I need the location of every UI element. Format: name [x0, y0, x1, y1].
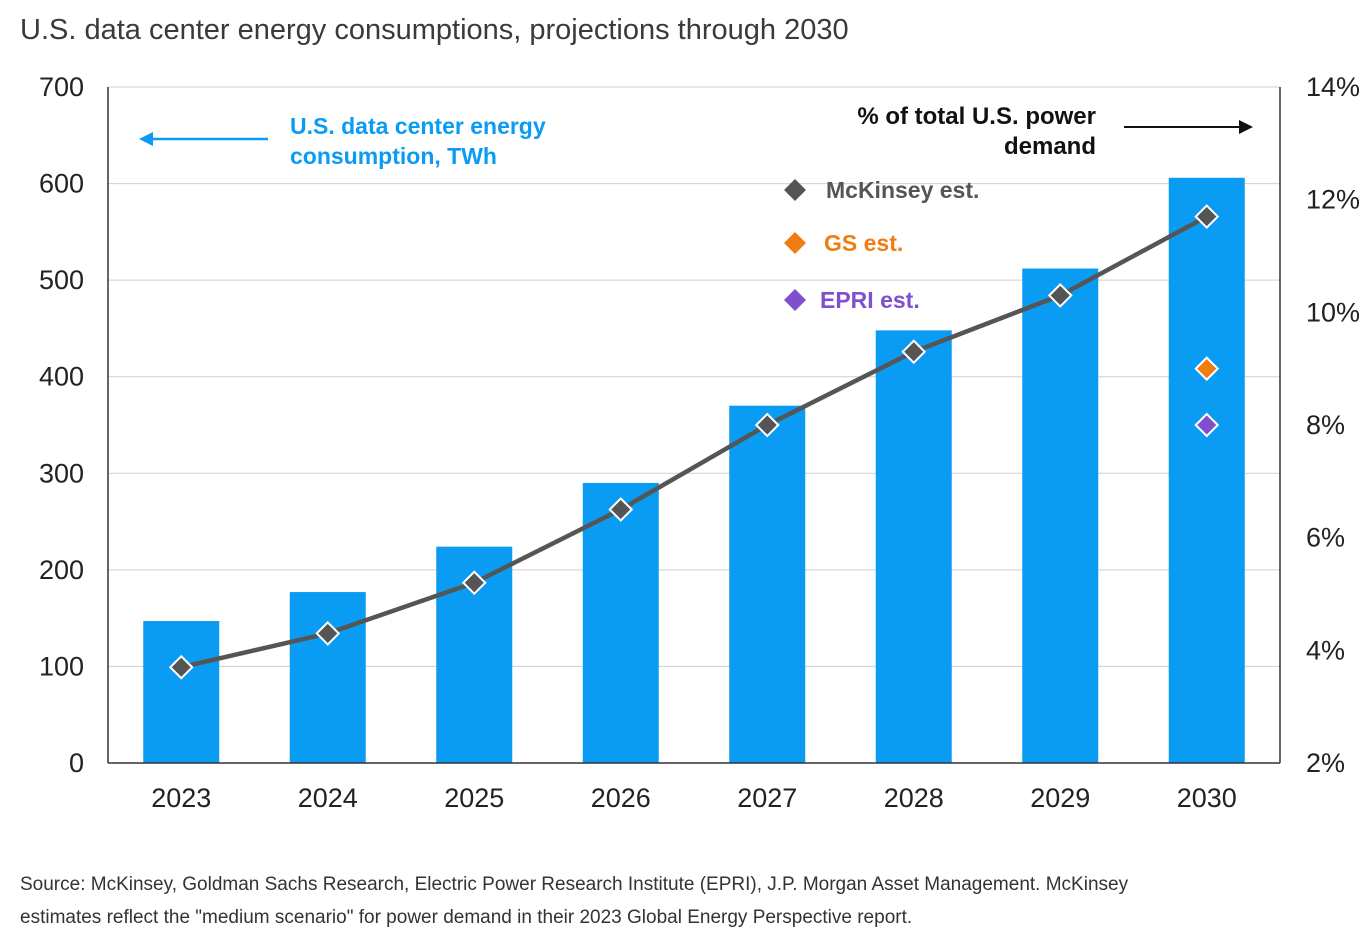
y-left-tick-label: 0 [69, 748, 84, 778]
axis-layer [107, 87, 1281, 764]
bar-2027 [729, 405, 806, 763]
marker-layer [168, 204, 1220, 680]
grid-layer [108, 86, 1280, 667]
legend-label: McKinsey est. [826, 177, 979, 203]
y-right-tick-label: 10% [1306, 297, 1360, 327]
source-line-1: Source: McKinsey, Goldman Sachs Research… [20, 874, 1129, 895]
annotation-layer: McKinsey est. GS est. EPRI est. U.S. data c… [139, 103, 1253, 313]
mckinsey-marker-2026 [608, 497, 634, 522]
y-left-tick-label: 700 [39, 72, 84, 102]
epri-est-marker [1194, 412, 1220, 438]
bar-2030 [1168, 177, 1245, 763]
y-right-tick-label: 8% [1306, 410, 1345, 440]
bar-2024 [289, 592, 366, 763]
mckinsey-marker-2027 [754, 412, 780, 438]
label-layer: 0 100 200 300 400 500 600 700 2% 4% 6% 8% 10% 12% 14% 2… [39, 72, 1360, 813]
y-right-tick-label: 14% [1306, 72, 1360, 102]
y-left-tick-label: 100 [39, 651, 84, 681]
mckinsey-marker-2023 [168, 654, 194, 680]
left-axis-annotation-line-1: U.S. data center energy [290, 113, 546, 139]
bar-2028 [875, 330, 952, 763]
y-left-tick-label: 500 [39, 265, 84, 295]
gs-est-marker [1194, 356, 1220, 382]
x-tick-label: 2030 [1177, 783, 1237, 813]
line-layer [180, 214, 1208, 670]
y-left-tick-label: 300 [39, 458, 84, 488]
mckinsey-line [180, 214, 1208, 670]
right-axis-annotation-line-2: demand [1004, 133, 1096, 160]
x-tick-label: 2028 [884, 783, 944, 813]
legend-diamond-icon [784, 232, 806, 254]
source-line-2: estimates reflect the "medium scenario" … [20, 907, 913, 928]
x-tick-label: 2023 [151, 783, 211, 813]
chart-title: U.S. data center energy consumptions, pr… [20, 14, 849, 46]
legend-diamond-icon [784, 289, 806, 311]
source-note: Source: McKinsey, Goldman Sachs Research… [20, 868, 1350, 934]
x-tick-label: 2029 [1030, 783, 1090, 813]
legend-label: EPRI est. [820, 287, 920, 313]
mckinsey-marker-2024 [315, 621, 341, 646]
chart-canvas: 0 100 200 300 400 500 600 700 2% 4% 6% 8% 10% 12% 14% 2… [39, 72, 1360, 813]
y-right-tick-label: 12% [1306, 185, 1360, 215]
legend-label: GS est. [824, 230, 903, 256]
left-axis-annotation-line-2: consumption, TWh [290, 143, 497, 169]
mckinsey-marker-2028 [901, 339, 927, 365]
bar-2023 [143, 621, 220, 763]
bar-layer [143, 177, 1245, 763]
bar-2029 [1022, 268, 1099, 763]
y-right-tick-label: 2% [1306, 748, 1345, 778]
y-left-tick-label: 200 [39, 555, 84, 585]
y-right-tick-label: 4% [1306, 635, 1345, 665]
x-tick-label: 2026 [591, 783, 651, 813]
x-tick-label: 2024 [298, 783, 358, 813]
mckinsey-marker-2029 [1047, 283, 1073, 308]
left-arrow-icon [139, 132, 153, 146]
mckinsey-marker-2025 [461, 570, 487, 596]
right-axis-annotation-line-1: % of total U.S. power [857, 103, 1096, 130]
legend-diamond-icon [784, 179, 806, 201]
bar-2026 [582, 482, 659, 763]
y-left-tick-label: 600 [39, 169, 84, 199]
right-arrow-icon [1239, 120, 1253, 134]
mckinsey-marker-2030 [1194, 204, 1220, 229]
y-left-tick-label: 400 [39, 362, 84, 392]
x-tick-label: 2025 [444, 783, 504, 813]
x-tick-label: 2027 [737, 783, 797, 813]
y-right-tick-label: 6% [1306, 523, 1345, 553]
